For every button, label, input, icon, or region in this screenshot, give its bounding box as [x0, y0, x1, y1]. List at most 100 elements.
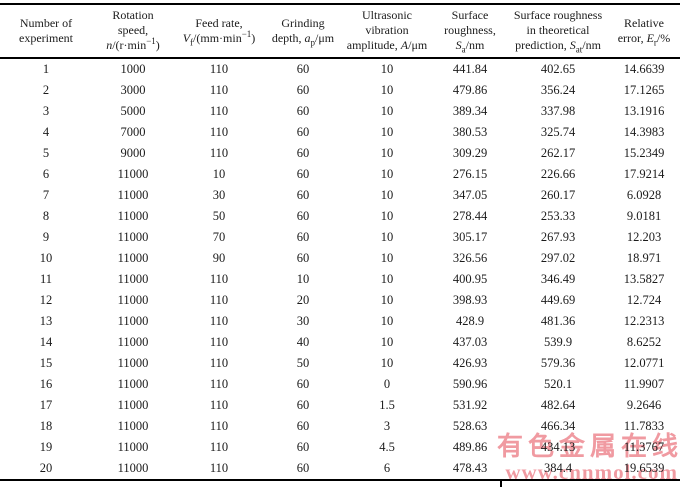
cell-number-of-experiment: 12 [39, 293, 53, 308]
cell-relative-error: 8.6252 [626, 335, 662, 350]
cell-surface-roughness-theoretical-prediction: 481.36 [540, 314, 576, 329]
table-row: 12 11000 110 20 10 398.93 449.69 12.724 [0, 290, 680, 311]
cell-feed-rate: 110 [209, 440, 229, 455]
cell-surface-roughness-theoretical-prediction: 434.13 [540, 440, 576, 455]
cell-grinding-depth: 60 [296, 167, 310, 182]
cell-relative-error: 13.1916 [623, 104, 665, 119]
cell-number-of-experiment: 3 [42, 104, 50, 119]
cell-feed-rate: 110 [209, 62, 229, 77]
cell-relative-error: 19.6539 [623, 461, 665, 476]
cell-surface-roughness-theoretical-prediction: 297.02 [540, 251, 576, 266]
table-row: 11 11000 110 10 10 400.95 346.49 13.5827 [0, 269, 680, 290]
cell-rotation-speed: 11000 [117, 251, 149, 266]
cell-surface-roughness-theoretical-prediction: 482.64 [540, 398, 576, 413]
cell-feed-rate: 110 [209, 335, 229, 350]
cell-relative-error: 12.203 [626, 230, 662, 245]
cell-number-of-experiment: 7 [42, 188, 50, 203]
cell-ultrasonic-vibration-amplitude: 10 [380, 62, 394, 77]
cell-relative-error: 17.9214 [623, 167, 665, 182]
cell-ultrasonic-vibration-amplitude: 10 [380, 356, 394, 371]
cell-rotation-speed: 11000 [117, 230, 149, 245]
cell-rotation-speed: 11000 [117, 377, 149, 392]
cell-grinding-depth: 40 [296, 335, 310, 350]
cell-relative-error: 13.5827 [623, 272, 665, 287]
cell-grinding-depth: 60 [296, 377, 310, 392]
cell-grinding-depth: 20 [296, 293, 310, 308]
cell-number-of-experiment: 11 [39, 272, 53, 287]
cell-grinding-depth: 60 [296, 62, 310, 77]
cell-rotation-speed: 11000 [117, 314, 149, 329]
cell-rotation-speed: 9000 [120, 146, 146, 161]
cell-grinding-depth: 60 [296, 419, 310, 434]
column-header-grinding-depth: Grinding depth, ap/μm [271, 15, 335, 48]
cell-surface-roughness-theoretical-prediction: 384.4 [543, 461, 573, 476]
cell-feed-rate: 10 [212, 167, 226, 182]
column-header-surface-roughness-theoretical-prediction: Surface roughness in theoretical predictio… [513, 8, 603, 55]
cell-ultrasonic-vibration-amplitude: 10 [380, 335, 394, 350]
cell-grinding-depth: 30 [296, 314, 310, 329]
cell-feed-rate: 110 [209, 419, 229, 434]
table-row: 3 5000 110 60 10 389.34 337.98 13.1916 [0, 101, 680, 122]
column-header-relative-error: Relative error, Er/% [617, 15, 671, 48]
cell-relative-error: 11.7833 [623, 419, 665, 434]
cell-rotation-speed: 11000 [117, 188, 149, 203]
cell-rotation-speed: 11000 [117, 209, 149, 224]
cell-ultrasonic-vibration-amplitude: 4.5 [379, 440, 395, 455]
cell-relative-error: 12.2313 [623, 314, 665, 329]
table-row: 20 11000 110 60 6 478.43 384.4 19.6539 [0, 458, 680, 480]
cell-rotation-speed: 11000 [117, 356, 149, 371]
cell-grinding-depth: 60 [296, 251, 310, 266]
cell-number-of-experiment: 20 [39, 461, 53, 476]
cell-number-of-experiment: 4 [42, 125, 50, 140]
cell-relative-error: 14.6639 [623, 62, 665, 77]
cell-grinding-depth: 50 [296, 356, 310, 371]
cell-number-of-experiment: 13 [39, 314, 53, 329]
cell-rotation-speed: 11000 [117, 419, 149, 434]
cell-surface-roughness-theoretical-prediction: 260.17 [540, 188, 576, 203]
cell-surface-roughness: 389.34 [452, 104, 488, 119]
cell-number-of-experiment: 16 [39, 377, 53, 392]
table-row: 15 11000 110 50 10 426.93 579.36 12.0771 [0, 353, 680, 374]
cell-rotation-speed: 5000 [120, 104, 146, 119]
cell-surface-roughness-theoretical-prediction: 253.33 [540, 209, 576, 224]
cell-grinding-depth: 60 [296, 104, 310, 119]
cell-surface-roughness: 428.9 [455, 314, 485, 329]
experiment-results-table: Number of experiment Rotation speed, n/(r·mi… [0, 3, 680, 482]
cell-surface-roughness-theoretical-prediction: 226.66 [540, 167, 576, 182]
table-row: 8 11000 50 60 10 278.44 253.33 9.0181 [0, 206, 680, 227]
cell-surface-roughness: 305.17 [452, 230, 488, 245]
cell-surface-roughness: 479.86 [452, 83, 488, 98]
cell-relative-error: 9.2646 [626, 398, 662, 413]
cell-rotation-speed: 11000 [117, 272, 149, 287]
cell-surface-roughness: 276.15 [452, 167, 488, 182]
cell-rotation-speed: 1000 [120, 62, 146, 77]
cell-feed-rate: 110 [209, 146, 229, 161]
cell-surface-roughness-theoretical-prediction: 579.36 [540, 356, 576, 371]
table-row: 17 11000 110 60 1.5 531.92 482.64 9.2646 [0, 395, 680, 416]
cell-relative-error: 18.971 [626, 251, 662, 266]
table-row: 1 1000 110 60 10 441.84 402.65 14.6639 [0, 58, 680, 80]
cell-grinding-depth: 60 [296, 461, 310, 476]
cell-feed-rate: 110 [209, 356, 229, 371]
cell-number-of-experiment: 9 [42, 230, 50, 245]
cell-feed-rate: 110 [209, 314, 229, 329]
cell-surface-roughness-theoretical-prediction: 539.9 [543, 335, 573, 350]
cell-number-of-experiment: 6 [42, 167, 50, 182]
cell-rotation-speed: 7000 [120, 125, 146, 140]
cell-ultrasonic-vibration-amplitude: 10 [380, 230, 394, 245]
cell-surface-roughness-theoretical-prediction: 466.34 [540, 419, 576, 434]
cell-grinding-depth: 60 [296, 440, 310, 455]
cell-number-of-experiment: 15 [39, 356, 53, 371]
cell-surface-roughness: 531.92 [452, 398, 488, 413]
column-header-ultrasonic-vibration-amplitude: Ultrasonic vibration amplitude, A/μm [346, 8, 428, 53]
table-row: 4 7000 110 60 10 380.53 325.74 14.3983 [0, 122, 680, 143]
table-row: 16 11000 110 60 0 590.96 520.1 11.9907 [0, 374, 680, 395]
cell-rotation-speed: 11000 [117, 335, 149, 350]
cell-feed-rate: 110 [209, 272, 229, 287]
cell-ultrasonic-vibration-amplitude: 10 [380, 104, 394, 119]
cell-surface-roughness: 437.03 [452, 335, 488, 350]
column-header-surface-roughness: Surface roughness, Sa/nm [444, 8, 496, 55]
cell-rotation-speed: 11000 [117, 440, 149, 455]
table-header: Number of experiment Rotation speed, n/(r·mi… [0, 4, 680, 59]
cell-feed-rate: 90 [212, 251, 226, 266]
